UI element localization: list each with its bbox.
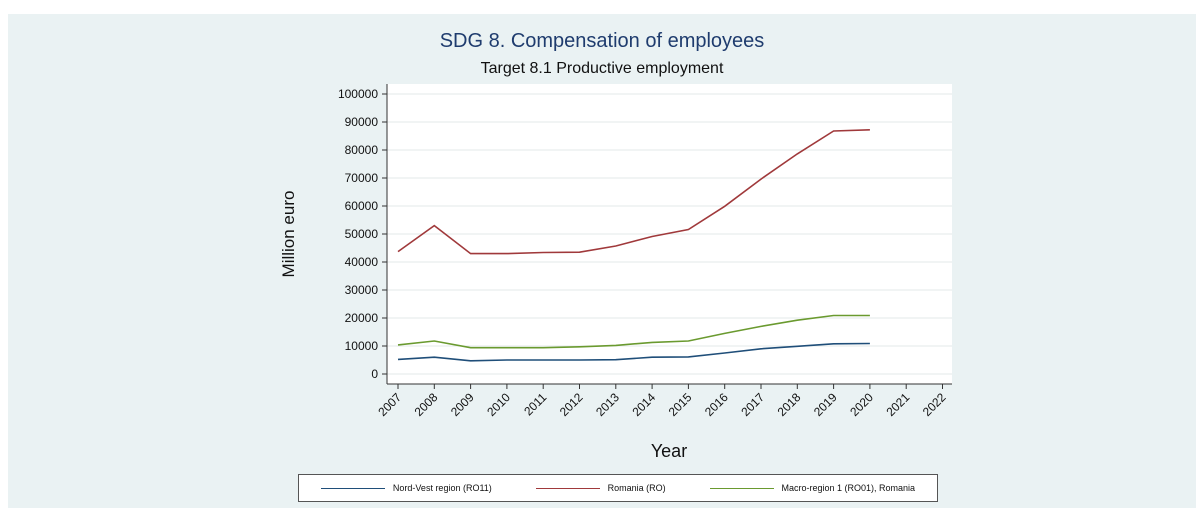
x-tick-label: 2009 [448, 390, 477, 419]
chart-title: SDG 8. Compensation of employees [439, 30, 765, 52]
legend-item: Romania (RO) [535, 483, 666, 493]
line-chart: 0 10000 20000 30000 40000 50000 60000 70000 8000… [279, 84, 952, 461]
y-tick-label: 30000 [345, 283, 379, 297]
y-tick-label: 50000 [345, 227, 379, 241]
y-tick-label: 70000 [345, 171, 379, 185]
x-ticks: 2007 2008 2009 2010 2011 2012 2013 2014 2015 2016… [375, 384, 949, 419]
x-tick-label: 2020 [847, 390, 876, 419]
grid-lines [387, 93, 952, 375]
y-tick-label: 40000 [345, 255, 379, 269]
x-tick-label: 2022 [920, 390, 949, 419]
legend-item: Nord-Vest region (RO11) [320, 483, 492, 493]
y-tick-label: 60000 [345, 199, 379, 213]
x-tick-label: 2019 [811, 390, 840, 419]
y-tick-label: 90000 [345, 115, 379, 129]
x-tick-label: 2007 [375, 390, 404, 419]
series-line [397, 342, 870, 362]
y-tick-label: 20000 [345, 311, 379, 325]
x-axis-label: Year [651, 441, 687, 461]
x-tick-label: 2012 [557, 390, 586, 419]
x-tick-label: 2015 [666, 390, 695, 419]
legend-swatch [535, 487, 600, 489]
legend: Nord-Vest region (RO11) Romania (RO) Mac… [298, 474, 938, 502]
series-line [397, 129, 870, 255]
x-tick-label: 2018 [775, 390, 804, 419]
y-tick-label: 10000 [345, 339, 379, 353]
series-lines [397, 129, 870, 362]
x-tick-label: 2016 [702, 390, 731, 419]
x-tick-label: 2011 [521, 390, 549, 418]
legend-swatch [709, 487, 774, 489]
y-tick-label: 0 [371, 367, 378, 381]
legend-label: Macro-region 1 (RO01), Romania [781, 483, 916, 493]
x-tick-label: 2021 [884, 390, 913, 419]
legend-label: Romania (RO) [607, 483, 666, 493]
chart-subtitle: Target 8.1 Productive employment [480, 60, 724, 77]
legend-item: Macro-region 1 (RO01), Romania [709, 483, 916, 493]
legend-swatch [320, 487, 385, 489]
y-tick-label: 80000 [345, 143, 379, 157]
x-tick-label: 2010 [484, 390, 513, 419]
x-tick-label: 2014 [629, 390, 658, 419]
y-ticks: 0 10000 20000 30000 40000 50000 60000 70000 8000… [338, 87, 387, 381]
chart-panel: SDG 8. Compensation of employees Target … [8, 14, 1196, 508]
x-tick-label: 2017 [738, 390, 767, 419]
x-tick-label: 2008 [412, 390, 441, 419]
legend-label: Nord-Vest region (RO11) [392, 483, 492, 493]
x-tick-label: 2013 [593, 390, 622, 419]
y-axis-label: Million euro [279, 191, 298, 278]
series-line [397, 314, 870, 349]
y-tick-label: 100000 [338, 87, 378, 101]
